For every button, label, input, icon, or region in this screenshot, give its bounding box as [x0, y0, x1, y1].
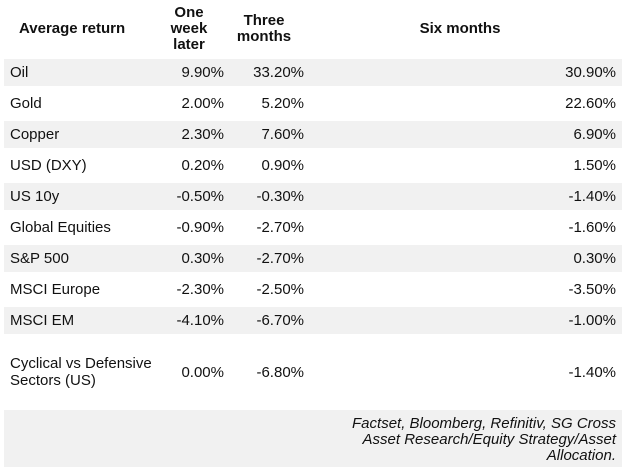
cell-three-months: -6.70%	[256, 312, 304, 329]
row-label: Cyclical vs Defensive Sectors (US)	[10, 355, 152, 389]
returns-table: Average return One week later Three mont…	[4, 0, 622, 467]
cell-three-months: -2.50%	[256, 281, 304, 298]
cell-three-months: -2.70%	[256, 219, 304, 236]
row-label: USD (DXY)	[10, 157, 87, 174]
cell-six-months: -1.00%	[568, 312, 616, 329]
cell-one-week: -0.50%	[176, 188, 224, 205]
column-header-one-week-later: One week later	[170, 3, 208, 53]
cell-six-months: -1.40%	[568, 188, 616, 205]
cell-three-months: 0.90%	[261, 157, 304, 174]
table-row-global-equities: Global Equities -0.90% -2.70% -1.60%	[4, 212, 622, 243]
row-label: Copper	[10, 126, 60, 143]
cell-three-months: -6.80%	[256, 363, 304, 381]
column-header-six-months: Six months	[419, 19, 501, 37]
cell-three-months: -0.30%	[256, 188, 304, 205]
source-note-text: Factset, Bloomberg, Refinitiv, SG Cross …	[352, 415, 616, 464]
cell-six-months: 0.30%	[573, 250, 616, 267]
cell-one-week: 9.90%	[181, 64, 224, 81]
cell-three-months: 5.20%	[261, 95, 304, 112]
row-label: Global Equities	[10, 219, 111, 236]
column-header-three-months: Three months	[236, 11, 292, 45]
cell-three-months: -2.70%	[256, 250, 304, 267]
cell-six-months: -1.40%	[568, 363, 616, 381]
column-header-average-return: Average return	[19, 19, 126, 37]
table-header-row: Average return One week later Three mont…	[4, 0, 622, 57]
cell-one-week: -2.30%	[176, 281, 224, 298]
table-row-us-10y: US 10y -0.50% -0.30% -1.40%	[4, 181, 622, 212]
row-label: Gold	[10, 95, 42, 112]
cell-six-months: -1.60%	[568, 219, 616, 236]
table-row-gold: Gold 2.00% 5.20% 22.60%	[4, 88, 622, 119]
table-row-msci-em: MSCI EM -4.10% -6.70% -1.00%	[4, 305, 622, 336]
cell-one-week: -4.10%	[176, 312, 224, 329]
cell-three-months: 33.20%	[253, 64, 304, 81]
cell-six-months: 1.50%	[573, 157, 616, 174]
cell-one-week: 2.00%	[181, 95, 224, 112]
source-note: Factset, Bloomberg, Refinitiv, SG Cross …	[4, 410, 622, 467]
table-row-usd-dxy: USD (DXY) 0.20% 0.90% 1.50%	[4, 150, 622, 181]
row-label: MSCI EM	[10, 312, 75, 329]
cell-six-months: -3.50%	[568, 281, 616, 298]
row-label: US 10y	[10, 188, 60, 205]
cell-one-week: 0.30%	[181, 250, 224, 267]
cell-six-months: 6.90%	[573, 126, 616, 143]
cell-one-week: 0.00%	[181, 363, 224, 381]
cell-one-week: 2.30%	[181, 126, 224, 143]
row-label: MSCI Europe	[10, 281, 101, 298]
cell-one-week: -0.90%	[176, 219, 224, 236]
cell-one-week: 0.20%	[181, 157, 224, 174]
table-row-cyclical-vs-defensive: Cyclical vs Defensive Sectors (US) 0.00%…	[4, 336, 622, 408]
table-row-oil: Oil 9.90% 33.20% 30.90%	[4, 57, 622, 88]
row-label: Oil	[10, 64, 29, 81]
cell-six-months: 30.90%	[565, 64, 616, 81]
row-label: S&P 500	[10, 250, 69, 267]
cell-six-months: 22.60%	[565, 95, 616, 112]
table-row-sp500: S&P 500 0.30% -2.70% 0.30%	[4, 243, 622, 274]
table-row-msci-europe: MSCI Europe -2.30% -2.50% -3.50%	[4, 274, 622, 305]
cell-three-months: 7.60%	[261, 126, 304, 143]
table-row-copper: Copper 2.30% 7.60% 6.90%	[4, 119, 622, 150]
